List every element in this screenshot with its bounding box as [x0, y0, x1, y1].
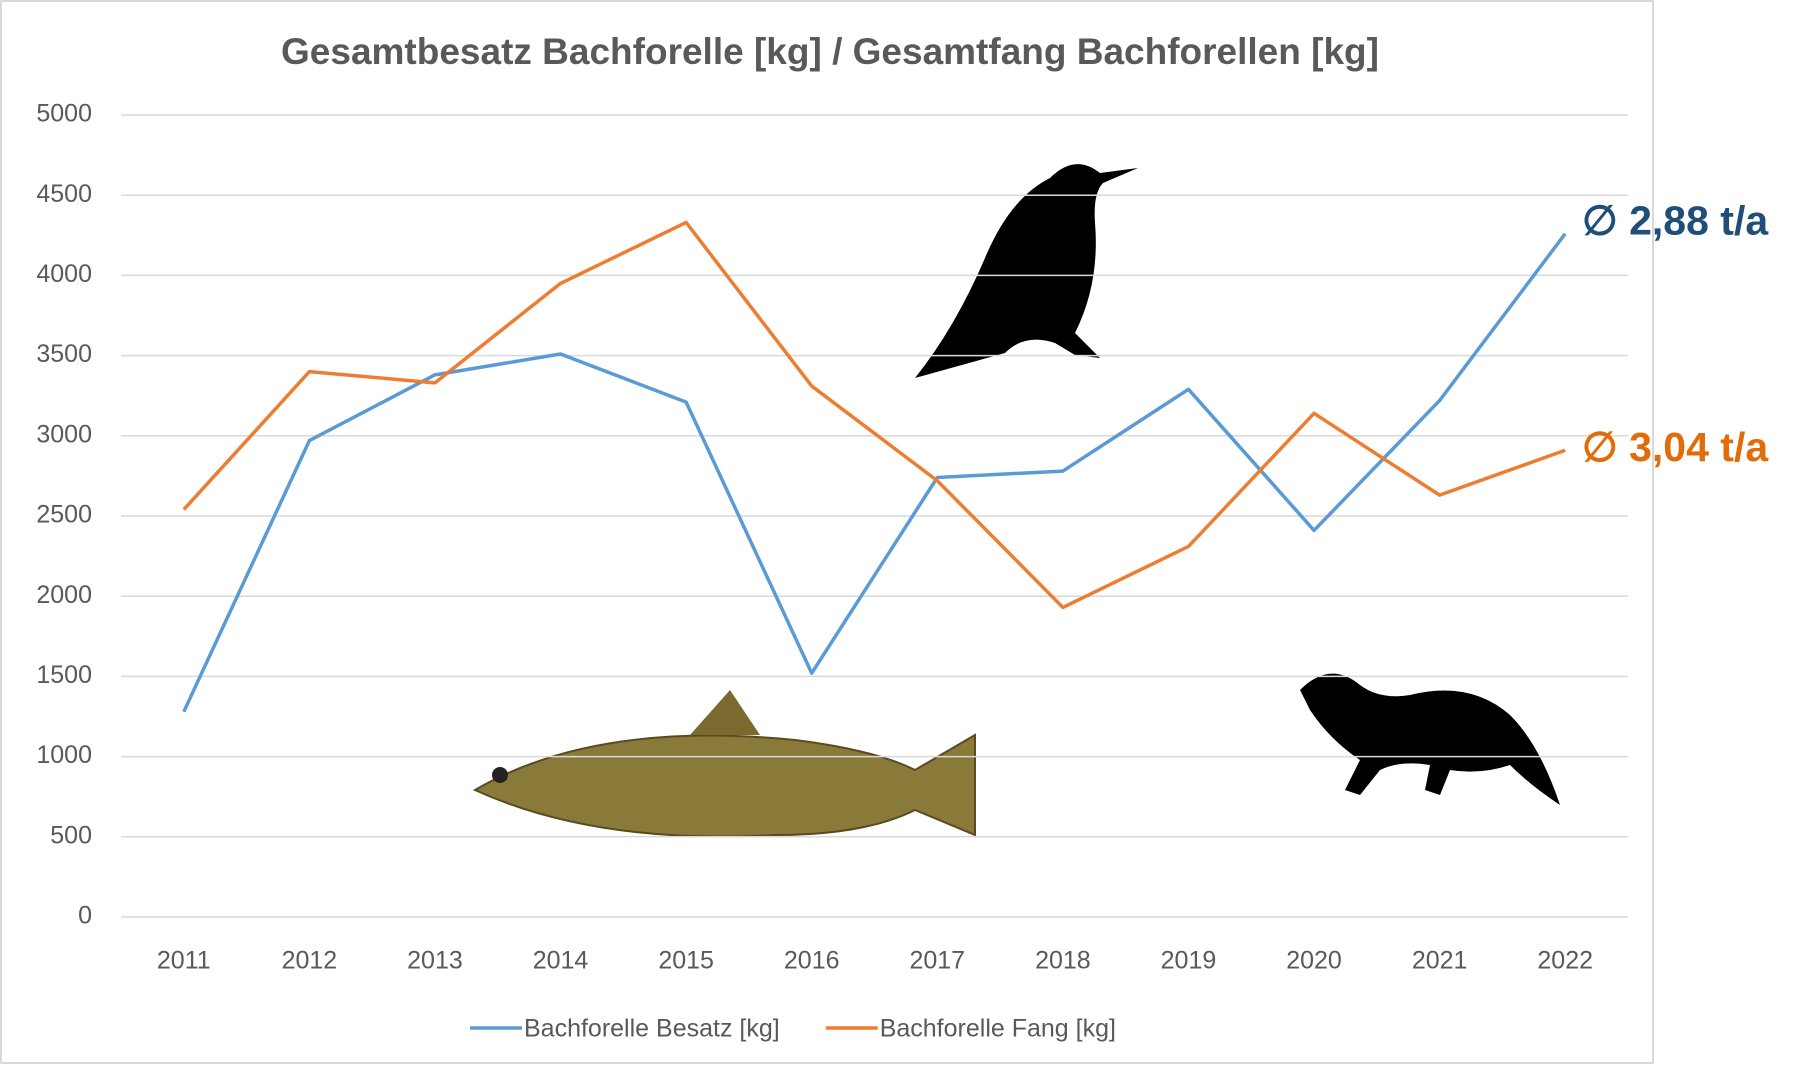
x-tick-label: 2017 [909, 947, 965, 975]
x-tick-label: 2011 [157, 947, 211, 975]
x-tick-label: 2018 [1035, 947, 1091, 975]
y-tick-label: 0 [78, 902, 92, 930]
legend-label: Bachforelle Fang [kg] [880, 1015, 1116, 1043]
x-tick-label: 2022 [1537, 947, 1593, 975]
x-tick-label: 2020 [1286, 947, 1342, 975]
y-tick-label: 3500 [36, 340, 92, 368]
annotation: ∅ 2,88 t/a [1582, 198, 1769, 244]
legend-label: Bachforelle Besatz [kg] [524, 1015, 780, 1043]
x-tick-label: 2013 [407, 947, 463, 975]
x-tick-label: 2019 [1161, 947, 1217, 975]
y-tick-label: 3000 [36, 420, 92, 448]
x-tick-label: 2021 [1412, 947, 1468, 975]
y-tick-label: 4500 [36, 180, 92, 208]
x-tick-label: 2012 [282, 947, 338, 975]
chart-frame [0, 0, 1654, 1064]
y-tick-label: 5000 [36, 100, 92, 128]
x-tick-label: 2016 [784, 947, 840, 975]
x-tick-label: 2014 [533, 947, 589, 975]
x-tick-label: 2015 [658, 947, 714, 975]
y-tick-label: 2000 [36, 581, 92, 609]
y-tick-label: 1000 [36, 741, 92, 769]
cormorant-icon [915, 164, 1138, 378]
series-line [182, 232, 1567, 713]
y-tick-label: 4000 [36, 260, 92, 288]
otter-icon [1300, 673, 1560, 805]
trout-icon [472, 690, 976, 838]
annotation: ∅ 3,04 t/a [1582, 424, 1769, 470]
y-tick-label: 1500 [36, 661, 92, 689]
y-tick-label: 2500 [36, 501, 92, 529]
chart-title: Gesamtbesatz Bachforelle [kg] / Gesamtfa… [281, 31, 1379, 72]
series-line [182, 220, 1566, 610]
y-tick-label: 500 [50, 821, 92, 849]
